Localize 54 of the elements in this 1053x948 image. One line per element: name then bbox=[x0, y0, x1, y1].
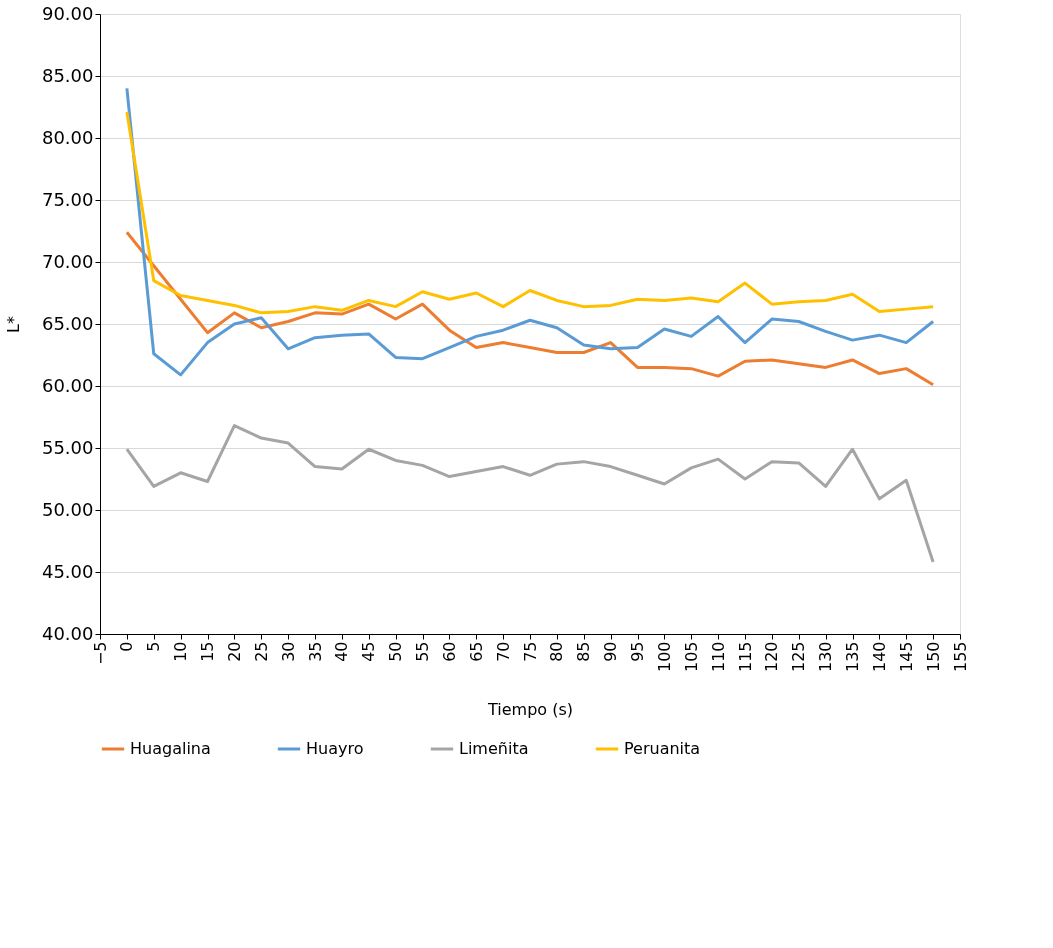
x-tick-label: 20 bbox=[224, 641, 244, 662]
legend-label: Huayro bbox=[306, 739, 364, 758]
y-tick-label: 50.00 bbox=[41, 498, 94, 520]
x-tick-label: 150 bbox=[923, 641, 943, 673]
y-tick-label: 90.00 bbox=[41, 2, 94, 24]
x-tick-label: 40 bbox=[332, 641, 352, 662]
line-series bbox=[125, 424, 935, 564]
x-tick-label: 85 bbox=[574, 641, 594, 662]
x-tick-label: 130 bbox=[816, 641, 836, 673]
x-tick-label: 145 bbox=[896, 641, 916, 673]
y-tick-label: 85.00 bbox=[41, 64, 94, 86]
x-tick-label: 95 bbox=[628, 641, 647, 662]
x-tick-label: 15 bbox=[198, 641, 217, 662]
line-series bbox=[125, 110, 935, 315]
x-tick-label: 30 bbox=[278, 641, 298, 662]
y-tick-label: 65.00 bbox=[41, 312, 94, 334]
x-tick-label: −5 bbox=[90, 641, 110, 666]
x-axis-title: Tiempo (s) bbox=[486, 700, 574, 720]
legend-label: Huagalina bbox=[130, 739, 211, 758]
y-axis-title: L* bbox=[3, 316, 23, 333]
x-tick-label: 100 bbox=[654, 641, 674, 673]
x-tick-label: 55 bbox=[413, 641, 432, 662]
x-tick-label: 60 bbox=[439, 641, 459, 662]
x-tick-label: 125 bbox=[789, 641, 809, 673]
x-tick-label: 5 bbox=[144, 641, 164, 652]
x-tick-label: 45 bbox=[359, 641, 379, 662]
line-series bbox=[125, 86, 935, 377]
x-tick-label: 155 bbox=[950, 641, 970, 673]
x-tick-label: 0 bbox=[117, 641, 137, 652]
x-tick-label: 120 bbox=[762, 641, 782, 673]
x-tick-label: 75 bbox=[520, 641, 540, 662]
x-tick-label: 50 bbox=[386, 641, 406, 662]
x-tick-label: 140 bbox=[869, 641, 889, 673]
y-tick-label: 45.00 bbox=[41, 560, 94, 582]
x-tick-label: 105 bbox=[681, 641, 701, 673]
x-tick-label: 65 bbox=[466, 641, 486, 662]
y-tick-label: 75.00 bbox=[41, 188, 94, 210]
y-tick-label: 60.00 bbox=[41, 374, 94, 396]
x-tick-label: 35 bbox=[305, 641, 325, 662]
y-tick-label: 70.00 bbox=[41, 250, 94, 272]
x-tick-label: 110 bbox=[708, 641, 728, 673]
x-tick-label: 10 bbox=[171, 641, 191, 662]
legend-label: Peruanita bbox=[624, 739, 701, 758]
x-tick-label: 70 bbox=[493, 641, 513, 662]
y-tick-label: 40.00 bbox=[41, 622, 94, 644]
y-tick-label: 55.00 bbox=[41, 436, 94, 458]
x-tick-label: 80 bbox=[547, 641, 567, 662]
x-tick-label: 25 bbox=[251, 641, 271, 662]
line-series bbox=[125, 230, 935, 387]
legend-label: Limeñita bbox=[459, 739, 529, 758]
y-tick-label: 80.00 bbox=[41, 126, 94, 148]
x-tick-label: 135 bbox=[843, 641, 862, 673]
x-tick-label: 90 bbox=[601, 641, 621, 662]
x-tick-label: 115 bbox=[735, 641, 755, 673]
